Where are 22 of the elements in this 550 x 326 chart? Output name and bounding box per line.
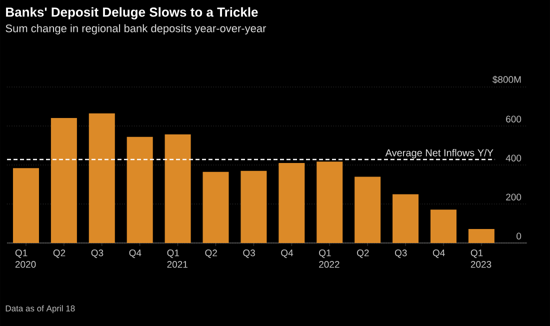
text: Data as of April 18 — [6, 305, 75, 314]
y-tick-label: 400 — [506, 154, 522, 162]
x-tick-label: Q1 2022 — [319, 250, 340, 268]
y-tick-label: $800M — [492, 76, 521, 84]
x-tick-label: Q4 — [129, 250, 142, 258]
x-tick-label: Q3 — [243, 250, 255, 258]
chart-subtitle: Sum change in regional bank deposits year-over-year — [6, 24, 266, 34]
ref-line-label: Average Net Inflows Y/Y — [385, 149, 494, 158]
x-tick-label: Q4 — [281, 250, 294, 258]
x-tick-label: Q2 — [357, 250, 369, 258]
y-tick-label: 600 — [506, 116, 522, 122]
x-tick-label: Q2 — [205, 250, 217, 258]
y-tick-label: 200 — [506, 194, 522, 200]
x-tick-label: Q1 2023 — [470, 250, 492, 268]
y-tick-label: 0 — [516, 232, 522, 240]
x-tick-label: Q1 2020 — [15, 250, 36, 268]
x-tick-label: Q3 — [91, 250, 104, 258]
chart-title: Banks' Deposit Deluge Slows to a Trickle — [6, 7, 258, 20]
x-tick-label: Q3 — [394, 250, 407, 258]
x-tick-label: Q4 — [432, 250, 445, 258]
x-tick-label: Q1 2021 — [167, 250, 188, 268]
x-tick-label: Q2 — [53, 250, 66, 258]
